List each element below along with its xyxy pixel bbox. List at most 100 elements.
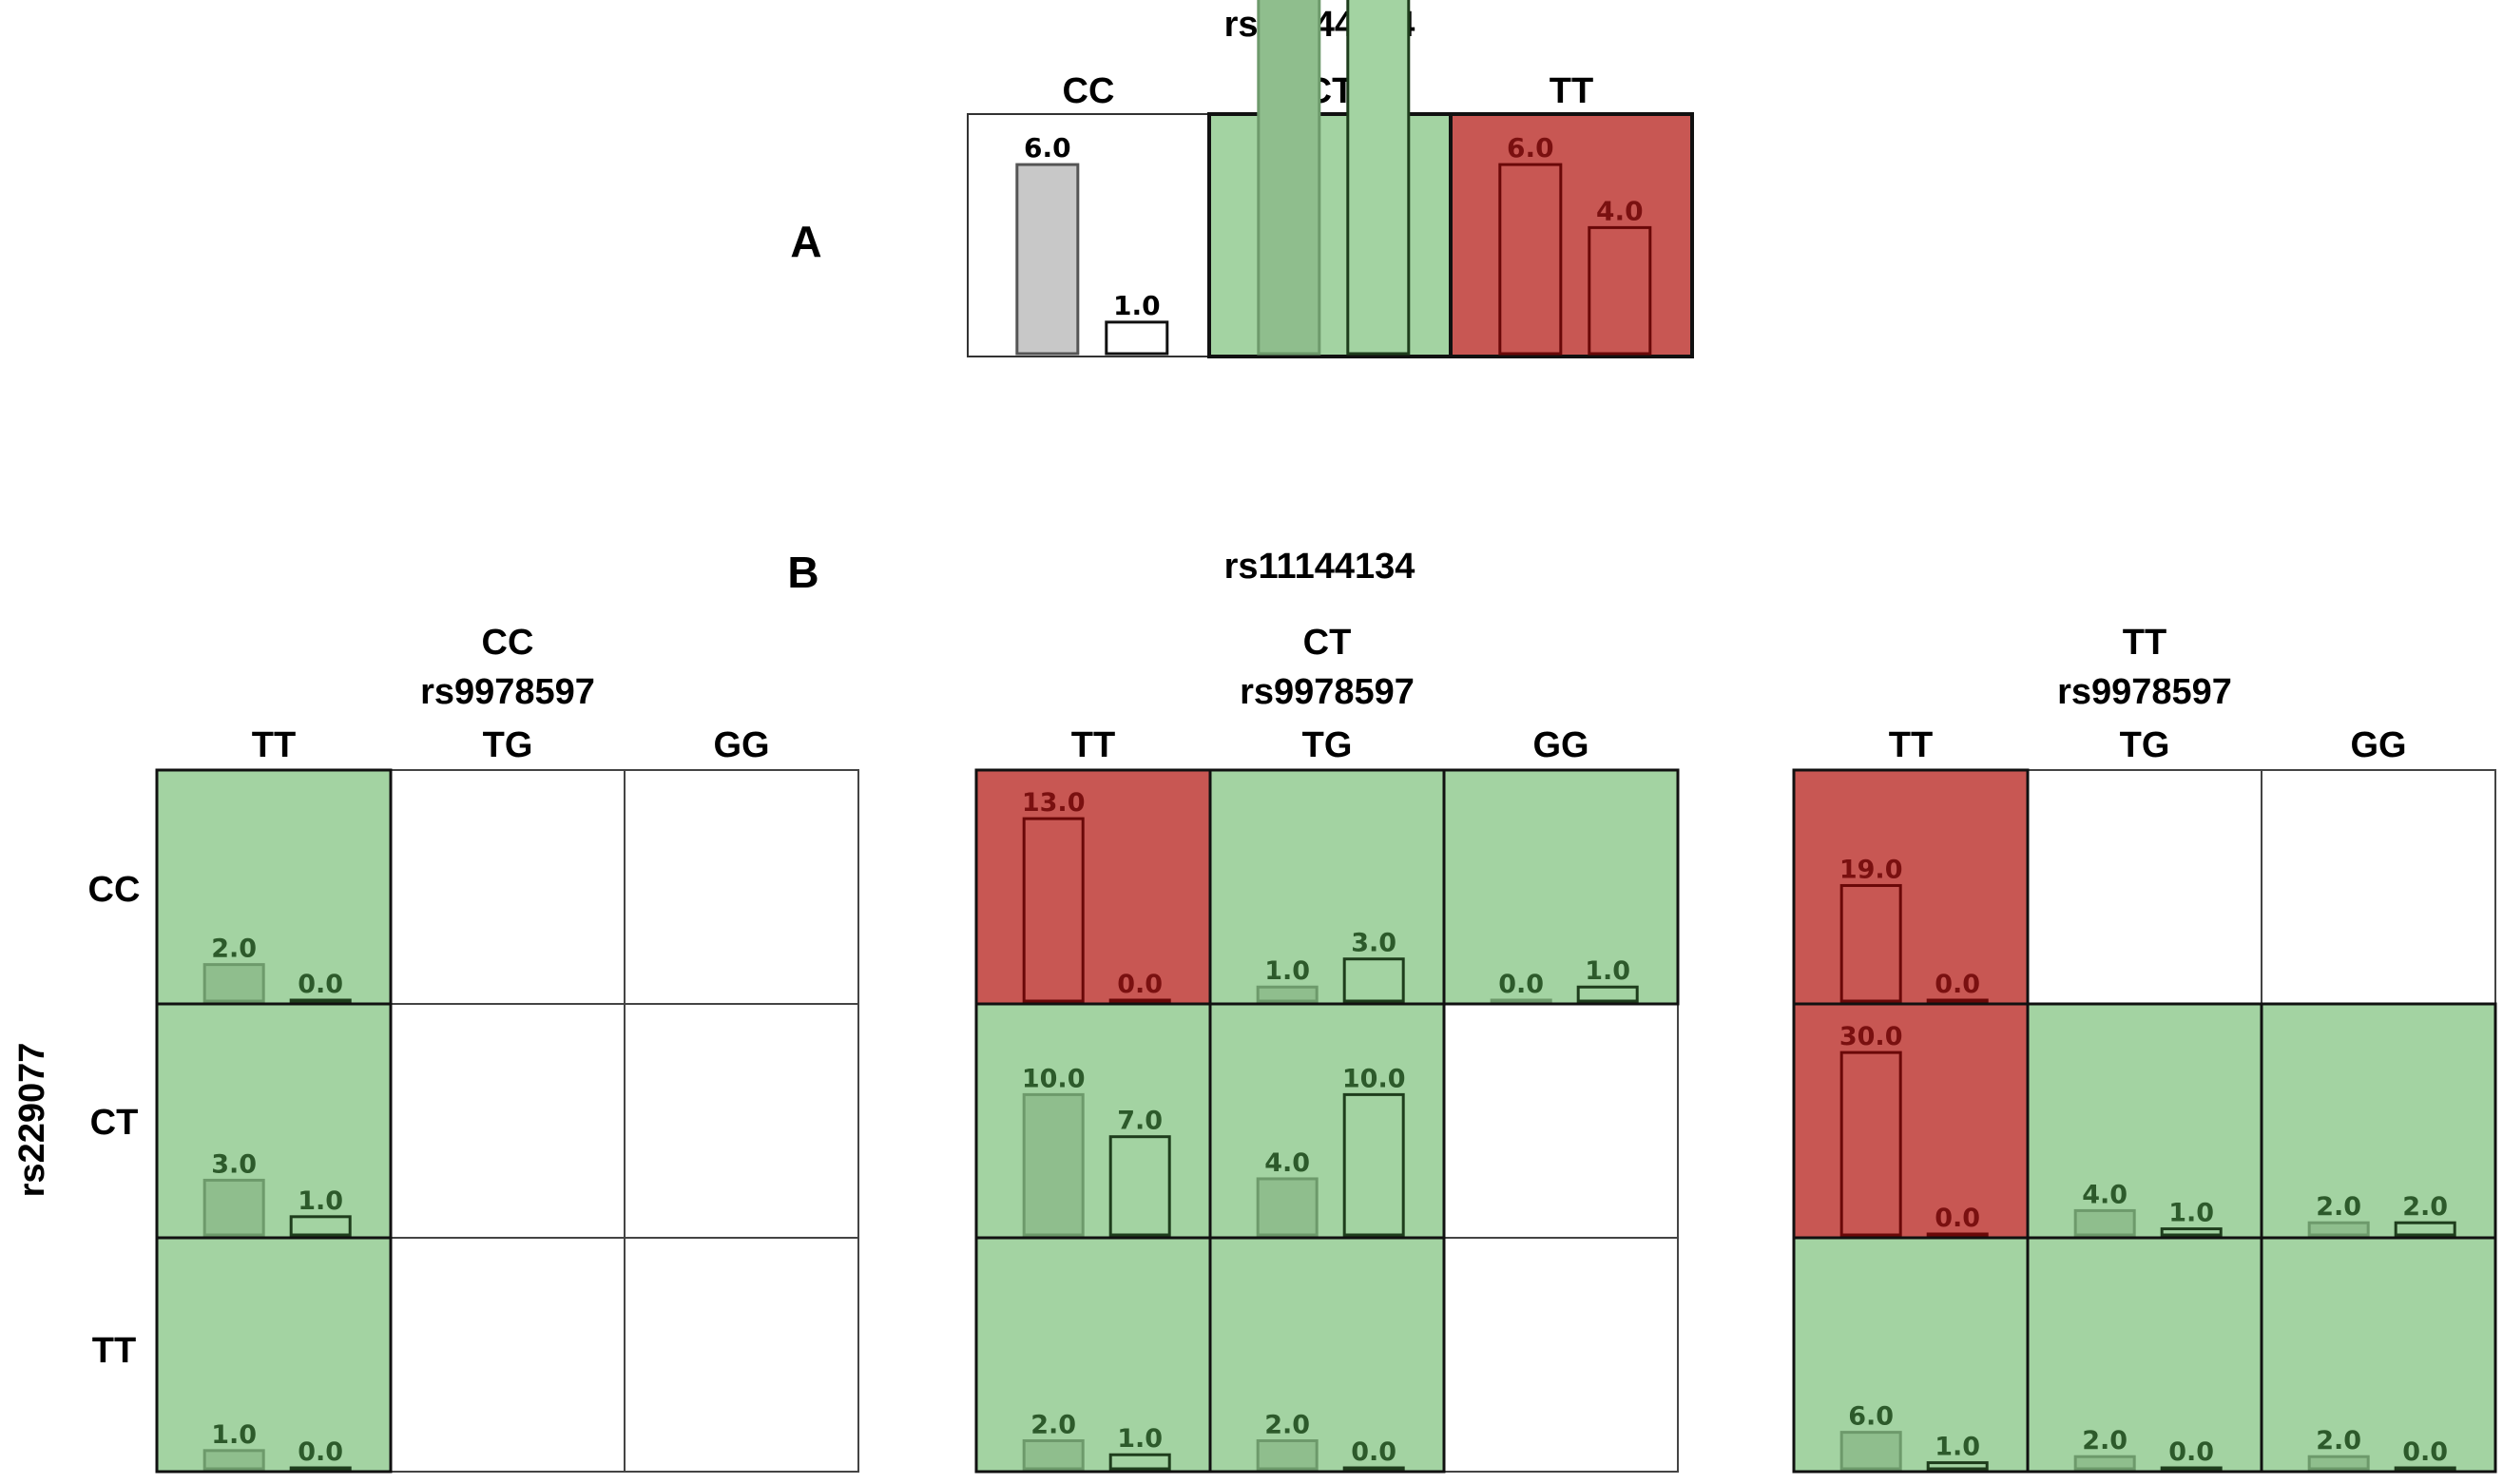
panel-b-group-ct-cell-r2-c3: [1443, 1003, 1679, 1239]
panel-b-group-cc-cell-r2-c2: [390, 1003, 626, 1239]
panel-b-group-cc-cell-r2-c1-bar-2: [289, 1215, 352, 1237]
panel-b-group-ct-column-label-gg: GG: [1532, 725, 1588, 765]
panel-b-group-tt-cell-r1-c1-bar-1: [1839, 883, 1902, 1003]
panel-b-group-tt-cell-r1-c1-bar-2: [1926, 998, 1989, 1003]
panel-a-cell-cc-bar-2: [1105, 320, 1169, 356]
panel-b-group-cc-cell-r1-c2: [390, 769, 626, 1005]
panel-b-group-tt-cell-r3-c1-bar-1: [1839, 1431, 1902, 1471]
panel-b-group-ct-cell-r3-c2-value-label-2: 0.0: [1351, 1437, 1396, 1467]
panel-b-group-tt-cell-r3-c3-bar-1: [2307, 1455, 2370, 1471]
panel-b-group-ct-cell-r2-c2-value-label-1: 4.0: [1264, 1148, 1310, 1178]
panel-b-group-tt-cell-border-r3-c3: [2260, 1236, 2497, 1474]
panel-a-cell-tt-value-label-2: 4.0: [1596, 195, 1644, 226]
panel-a-cell-ct-bar-1: [1257, 0, 1321, 356]
panel-b-group-ct-cell-r1-c1-bar-2: [1108, 998, 1171, 1003]
panel-b-group-tt-header: TT: [2123, 623, 2166, 663]
panel-b-group-tt-cell-r3-c3-value-label-1: 2.0: [2316, 1426, 2361, 1455]
panel-b-group-ct-cell-r1-c3-value-label-1: 0.0: [1498, 970, 1544, 999]
panel-b-group-cc-cell-r3-c1-bar-1: [202, 1449, 265, 1471]
panel-b-group-tt-cell-r2-c2-bar-2: [2160, 1227, 2223, 1237]
panel-b-group-ct-cell-r1-c2: [1209, 769, 1445, 1005]
panel-b-group-ct-cell-r1-c2-bar-1: [1256, 985, 1319, 1003]
panel-b-group-tt-cell-r2-c1-bar-2: [1926, 1232, 1989, 1237]
panel-b-group-tt-cell-r2-c3-value-label-2: 2.0: [2402, 1192, 2448, 1222]
panel-b-group-tt-cell-r2-c2-bar-1: [2073, 1208, 2136, 1237]
panel-b-group-ct-cell-r3-c2: [1209, 1237, 1445, 1473]
panel-b-group-cc-column-label-tt: TT: [252, 725, 296, 765]
panel-b-group-tt-cell-r2-c3-bar-1: [2307, 1221, 2370, 1237]
panel-b-group-ct-cell-r3-c1: [975, 1237, 1211, 1473]
panel-b-group-tt-cell-r3-c2: [2027, 1237, 2262, 1473]
panel-b-group-ct-cell-r2-c2-bar-2: [1342, 1092, 1405, 1237]
panel-b-group-cc-cell-r1-c3: [624, 769, 859, 1005]
panel-b-group-tt-cell-r2-c2-value-label-1: 4.0: [2082, 1180, 2128, 1209]
panel-b-group-ct-cell-r2-c1: [975, 1003, 1211, 1239]
panel-b-group-tt-column-label-gg: GG: [2350, 725, 2406, 765]
panel-b-group-ct-cell-r3-c1-bar-1: [1022, 1438, 1085, 1471]
panel-a-cell-cc-bar-1: [1015, 163, 1080, 356]
panel-b-group-tt-cell-r2-c3-value-label-1: 2.0: [2316, 1192, 2361, 1222]
panel-b-group-tt-cell-r2-c2-value-label-2: 1.0: [2168, 1199, 2214, 1228]
panel-a-label: A: [790, 217, 821, 266]
panel-b-group-tt-cell-r2-c1: [1793, 1003, 2029, 1239]
panel-b-group-cc-cell-r2-c3: [624, 1003, 859, 1239]
panel-b-group-ct-cell-r2-c1-value-label-2: 7.0: [1117, 1107, 1163, 1136]
panel-b-group-ct-cell-r2-c1-bar-2: [1108, 1135, 1171, 1237]
panel-b-group-cc-column-label-gg: GG: [713, 725, 769, 765]
panel-b-group-tt-cell-r3-c3: [2261, 1237, 2496, 1473]
panel-b-group-ct-cell-r1-c1-bar-1: [1022, 817, 1085, 1003]
panel-b-group-ct-cell-r1-c3-bar-2: [1576, 985, 1639, 1003]
panel-b-group-ct-cell-r1-c1: [975, 769, 1211, 1005]
panel-b-group-ct-cell-r3-c1-value-label-2: 1.0: [1117, 1424, 1163, 1454]
panel-b-group-tt-cell-r3-c1-value-label-1: 6.0: [1848, 1402, 1894, 1432]
panel-a: rs11144134ACC6.01.0CT32.022.0TT6.04.0: [790, 0, 1694, 358]
panel-b-group-cc-subheader: rs9978597: [420, 672, 595, 712]
panel-b-group-ct-cell-r3-c1-bar-2: [1108, 1453, 1171, 1471]
panel-b-group-tt-subheader: rs9978597: [2057, 672, 2232, 712]
panel-b-group-ct-cell-r1-c1-value-label-2: 0.0: [1117, 970, 1163, 999]
panel-b-group-tt-cell-r3-c1: [1793, 1237, 2029, 1473]
panel-a-cell-ct: [1207, 112, 1453, 358]
panel-b-group-tt-cell-r3-c2-value-label-2: 0.0: [2168, 1437, 2214, 1467]
panel-a-cell-tt: [1449, 112, 1694, 358]
panel-b-row-axis-label: rs229077: [12, 1043, 52, 1198]
panel-b-group-ct-cell-r1-c2-bar-2: [1342, 957, 1405, 1003]
panel-b-group-ct-cell-r3-c2-bar-1: [1256, 1438, 1319, 1471]
panel-b-group-ct-cell-border-r3-c2: [1208, 1236, 1446, 1474]
panel-b-group-tt-cell-r3-c2-bar-2: [2160, 1466, 2223, 1471]
panel-b-group-cc-cell-r1-c1: [156, 769, 392, 1005]
panel-a-cell-cc: [967, 113, 1210, 357]
panel-b-group-tt-cell-r2-c1-bar-1: [1839, 1050, 1902, 1237]
panel-b-group-cc-cell-r3-c1-value-label-1: 1.0: [211, 1420, 257, 1450]
panel-b-group-ct-cell-r2-c2-bar-1: [1256, 1177, 1319, 1237]
panel-b-row-label-tt: TT: [92, 1331, 136, 1371]
panel-b-group-tt-cell-r3-c2-value-label-1: 2.0: [2082, 1426, 2128, 1455]
panel-b-group-cc-cell-r2-c1-bar-1: [202, 1178, 265, 1237]
panel-b-group-cc-cell-r3-c1-bar-2: [289, 1466, 352, 1471]
panel-b-group-ct-cell-r1-c3-value-label-2: 1.0: [1585, 956, 1630, 986]
panel-b-group-tt-cell-r2-c3-bar-2: [2394, 1221, 2456, 1237]
panel-b-group-ct-cell-r1-c2-value-label-1: 1.0: [1264, 956, 1310, 986]
panel-b-group-cc-cell-r3-c1: [156, 1237, 392, 1473]
panel-b-group-tt-column-label-tt: TT: [1889, 725, 1933, 765]
panel-b-group-ct-cell-r3-c1-value-label-1: 2.0: [1030, 1410, 1076, 1439]
panel-b-group-tt-cell-r2-c1-value-label-2: 0.0: [1935, 1204, 1980, 1233]
panel-b-group-ct-cell-r1-c3-bar-1: [1490, 998, 1552, 1003]
panel-b-group-ct-column-label-tt: TT: [1071, 725, 1115, 765]
panel-a-cell-ct-bar-2: [1346, 0, 1411, 356]
panel-b-group-ct-header: CT: [1303, 623, 1352, 663]
panel-b-group-tt-cell-r1-c2: [2027, 769, 2262, 1005]
panel-b-title: rs11144134: [1224, 547, 1415, 587]
panel-b-group-ct-cell-r1-c3: [1443, 769, 1679, 1005]
panel-b-group-ct-cell-r3-c3: [1443, 1237, 1679, 1473]
panel-b-group-cc-cell-r1-c1-value-label-1: 2.0: [211, 935, 257, 964]
panel-b-group-tt-cell-r3-c3-value-label-2: 0.0: [2402, 1437, 2448, 1467]
panel-b-group-ct-cell-r3-c2-value-label-1: 2.0: [1264, 1410, 1310, 1439]
panel-b-group-ct-cell-r3-c2-bar-2: [1342, 1466, 1405, 1471]
panel-b-group-tt-cell-r2-c3: [2261, 1003, 2496, 1239]
panel-b-group-tt-cell-r3-c3-bar-2: [2394, 1466, 2456, 1471]
panel-b-group-tt-cell-r1-c3: [2261, 769, 2496, 1005]
panel-b-group-tt-cell-r3-c2-bar-1: [2073, 1455, 2136, 1471]
panel-b-group-cc-cell-r2-c1: [156, 1003, 392, 1239]
